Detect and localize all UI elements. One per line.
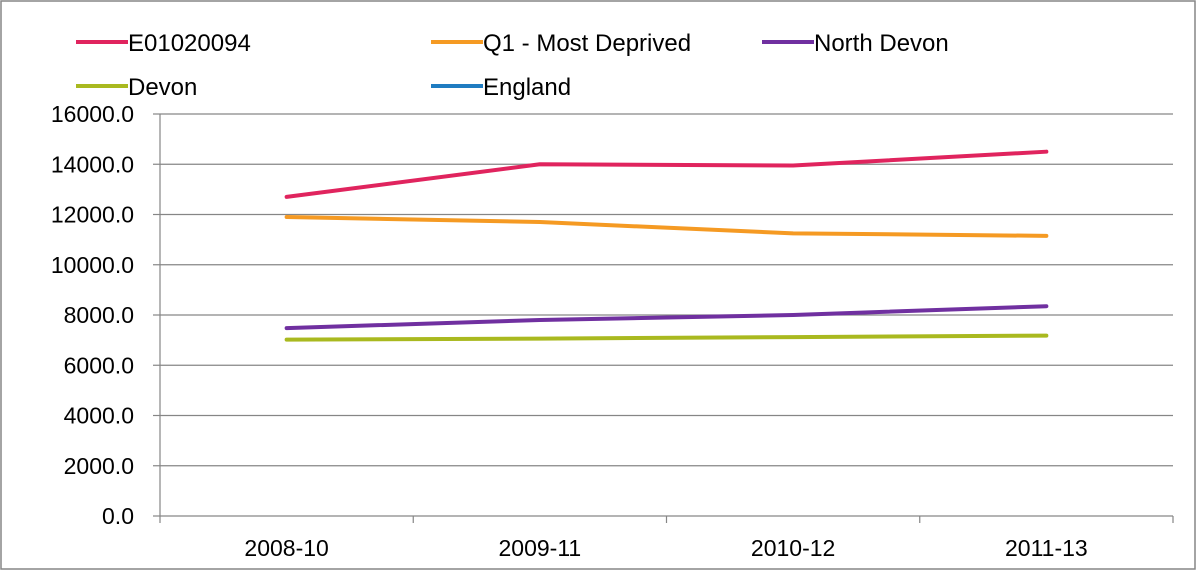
- y-tick-label: 6000.0: [64, 352, 134, 378]
- series-line: [284, 333, 1049, 342]
- x-tick-label: 2010-12: [751, 535, 835, 561]
- gridlines: [160, 113, 1173, 467]
- series-line: [284, 149, 1049, 199]
- legend-label: E01020094: [128, 30, 251, 57]
- legend-label: England: [483, 74, 571, 101]
- y-tick-label: 4000.0: [64, 403, 134, 429]
- y-tick-label: 12000.0: [51, 202, 134, 228]
- y-tick-label: 0.0: [102, 503, 134, 529]
- axes: 0.0 2000.0 4000.0 6000.0 8000.0 10000.0 12000.…: [51, 101, 1174, 561]
- legend-label: North Devon: [814, 30, 949, 57]
- legend-label: Devon: [128, 74, 197, 101]
- legend: E01020094 Q1 - Most Deprived North Devon De…: [76, 30, 949, 101]
- series-line: [284, 304, 1049, 331]
- y-tick-label: 2000.0: [64, 453, 134, 479]
- x-tick-label: 2009-11: [499, 535, 582, 561]
- x-tick-label: 2008-10: [244, 535, 328, 561]
- x-tick-label: 2011-13: [1005, 535, 1088, 561]
- y-tick-label: 14000.0: [51, 151, 134, 177]
- y-tick-label: 16000.0: [51, 101, 134, 127]
- series-line: [284, 215, 1049, 238]
- series-lines: [284, 149, 1049, 342]
- y-tick-label: 10000.0: [51, 252, 134, 278]
- legend-label: Q1 - Most Deprived: [483, 30, 691, 57]
- y-tick-label: 8000.0: [64, 302, 134, 328]
